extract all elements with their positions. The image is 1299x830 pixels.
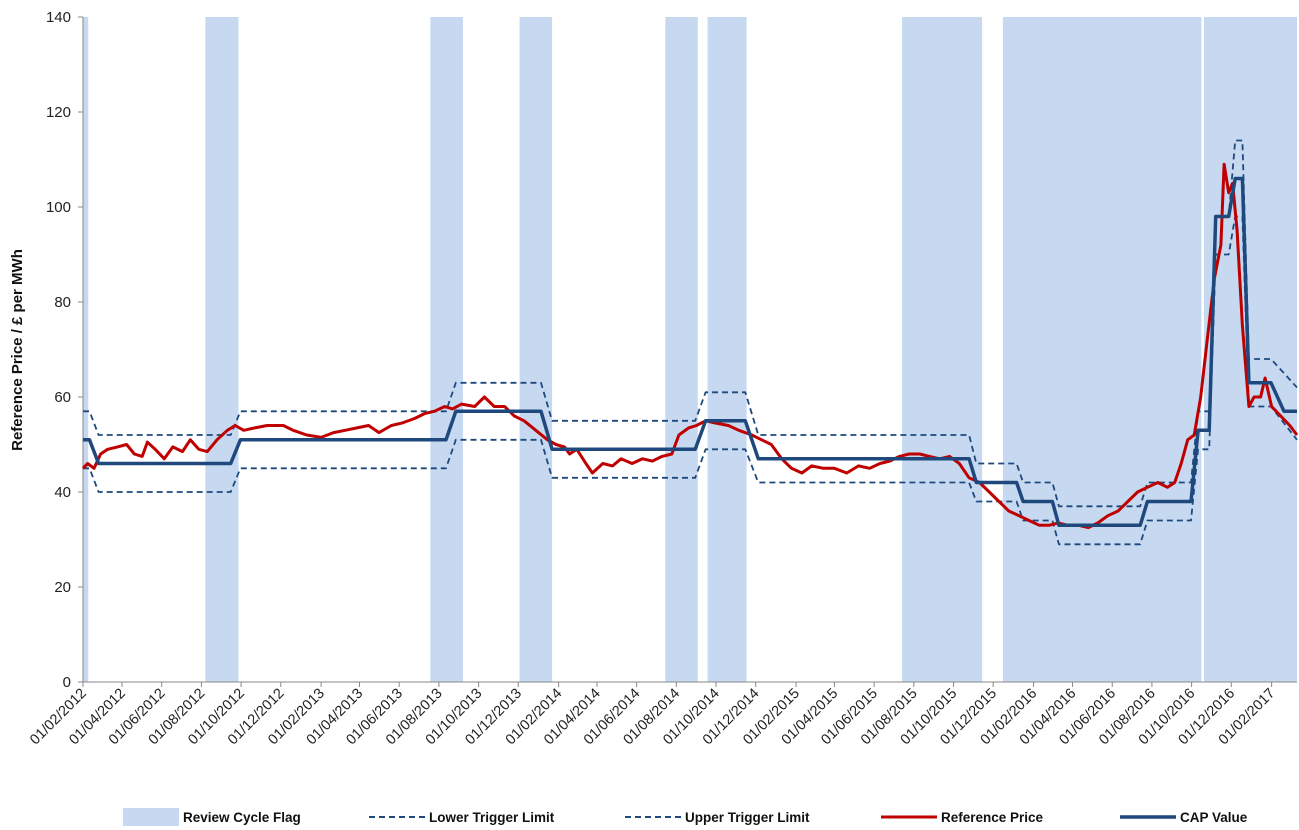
legend-item-upper-trigger-limit: Upper Trigger Limit [625, 810, 810, 825]
series-cap-value [83, 176, 1297, 528]
review-cycle-bands [83, 17, 1297, 682]
series-lower-trigger-limit [83, 215, 1298, 546]
legend-label: Review Cycle Flag [183, 810, 301, 825]
y-tick-label: 100 [46, 199, 71, 216]
legend-swatch [123, 808, 179, 826]
legend-label: Reference Price [941, 810, 1044, 825]
y-tick-label: 0 [63, 674, 71, 691]
y-tick-label: 80 [54, 294, 71, 311]
legend-label: Lower Trigger Limit [429, 810, 555, 825]
legend-label: CAP Value [1180, 810, 1248, 825]
y-axis-label: Reference Price / £ per MWh [9, 249, 26, 451]
y-tick-label: 60 [54, 389, 71, 406]
legend-item-reference-price: Reference Price [881, 810, 1044, 825]
review-band-3 [430, 17, 463, 682]
legend-item-cap-value: CAP Value [1120, 810, 1248, 825]
legend-item-review-cycle-flag: Review Cycle Flag [123, 808, 301, 826]
legend-label: Upper Trigger Limit [685, 810, 810, 825]
review-band-1 [83, 17, 89, 682]
y-tick-label: 140 [46, 9, 71, 26]
review-band-4 [519, 17, 553, 682]
series-lines [81, 139, 1299, 546]
legend: Review Cycle Flag Lower Trigger Limit Uppe… [123, 808, 1248, 826]
review-band-8 [1002, 17, 1202, 682]
review-band-2 [205, 17, 239, 682]
y-tick-label: 20 [54, 579, 71, 596]
review-band-5 [665, 17, 698, 682]
y-tick-label: 40 [54, 484, 71, 501]
review-band-6 [707, 17, 747, 682]
review-band-7 [902, 17, 983, 682]
review-band-9 [1203, 17, 1297, 682]
y-tick-label: 120 [46, 104, 71, 121]
legend-item-lower-trigger-limit: Lower Trigger Limit [369, 810, 555, 825]
